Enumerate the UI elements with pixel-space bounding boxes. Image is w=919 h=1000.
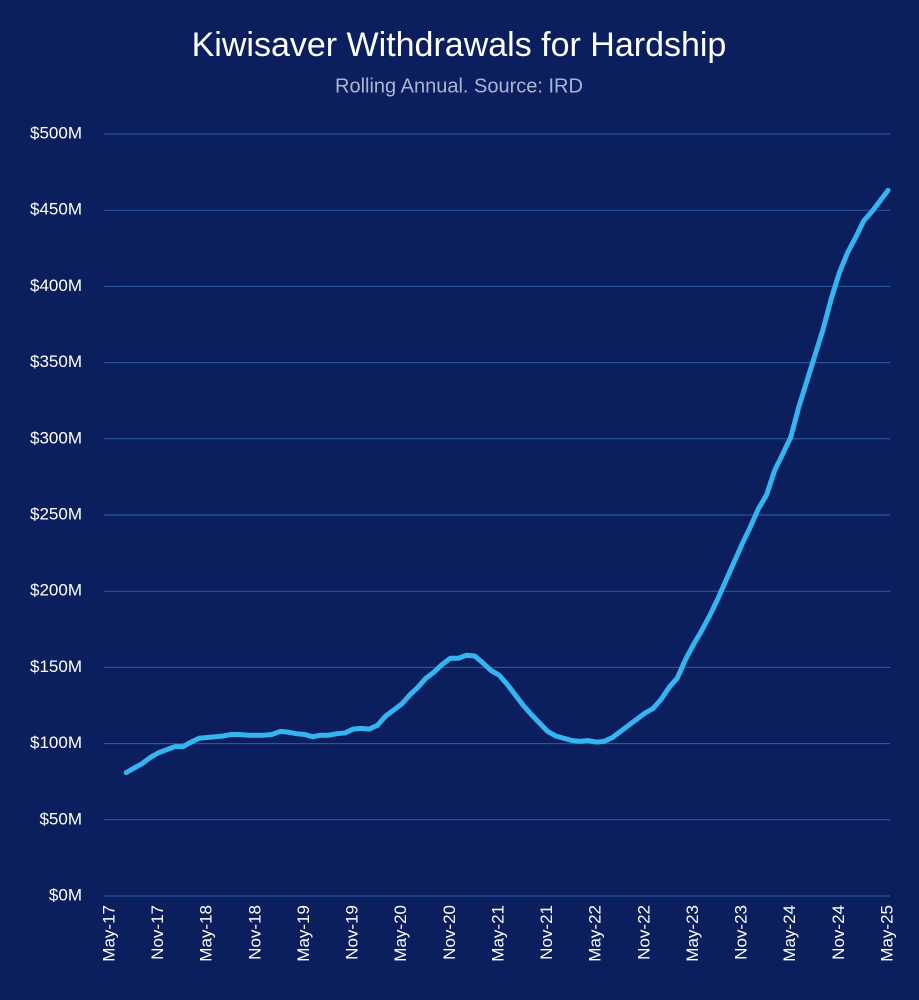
y-tick-label: $0M (49, 885, 82, 904)
x-tick-label: May-25 (877, 905, 896, 962)
x-tick-label: May-24 (780, 905, 799, 962)
y-tick-label: $250M (30, 504, 82, 523)
x-tick-label: May-17 (99, 905, 118, 962)
y-tick-label: $350M (30, 352, 82, 371)
x-tick-label: May-20 (391, 905, 410, 962)
x-tick-label: Nov-20 (440, 905, 459, 960)
x-tick-label: May-19 (294, 905, 313, 962)
chart-subtitle: Rolling Annual. Source: IRD (335, 75, 583, 97)
x-tick-label: Nov-17 (148, 905, 167, 960)
x-tick-label: Nov-19 (343, 905, 362, 960)
y-tick-label: $500M (30, 123, 82, 142)
y-tick-label: $300M (30, 428, 82, 447)
x-tick-label: May-21 (488, 905, 507, 962)
y-tick-label: $50M (39, 809, 82, 828)
x-tick-label: May-22 (586, 905, 605, 962)
x-tick-label: May-23 (683, 905, 702, 962)
y-tick-label: $400M (30, 276, 82, 295)
x-tick-label: Nov-24 (829, 905, 848, 960)
data-line (123, 187, 891, 776)
x-tick-label: Nov-21 (537, 905, 556, 960)
x-tick-label: Nov-18 (245, 905, 264, 960)
y-tick-label: $100M (30, 733, 82, 752)
x-tick-label: May-18 (197, 905, 216, 962)
y-tick-label: $200M (30, 581, 82, 600)
x-tick-label: Nov-22 (634, 905, 653, 960)
y-tick-label: $450M (30, 200, 82, 219)
chart-title: Kiwisaver Withdrawals for Hardship (192, 26, 727, 64)
y-tick-label: $150M (30, 657, 82, 676)
x-tick-label: Nov-23 (732, 905, 751, 960)
